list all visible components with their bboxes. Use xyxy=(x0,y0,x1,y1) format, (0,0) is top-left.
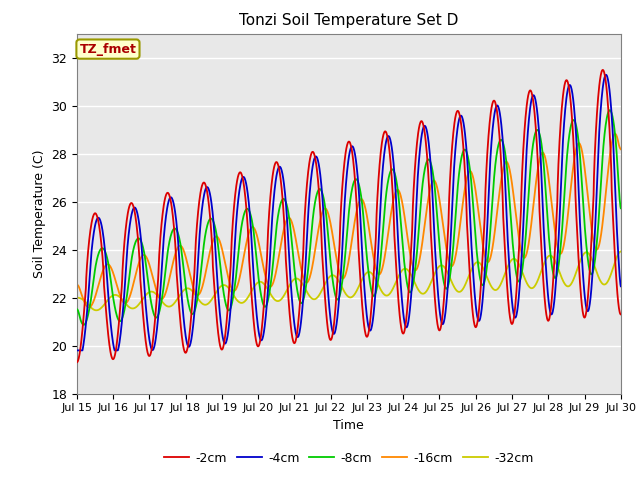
-2cm xyxy=(255,343,262,349)
-2cm xyxy=(504,297,512,303)
-16cm xyxy=(255,241,263,247)
-8cm xyxy=(434,218,442,224)
-8cm xyxy=(255,279,263,285)
-16cm xyxy=(73,282,81,288)
-2cm xyxy=(599,67,607,73)
-32cm xyxy=(505,262,513,268)
-8cm xyxy=(505,183,513,189)
-32cm xyxy=(181,287,189,292)
Title: Tonzi Soil Temperature Set D: Tonzi Soil Temperature Set D xyxy=(239,13,458,28)
-8cm xyxy=(181,277,189,283)
-16cm xyxy=(505,162,513,168)
Legend: -2cm, -4cm, -8cm, -16cm, -32cm: -2cm, -4cm, -8cm, -16cm, -32cm xyxy=(159,447,539,469)
Line: -4cm: -4cm xyxy=(77,75,621,350)
Line: -16cm: -16cm xyxy=(77,134,621,307)
-2cm xyxy=(552,223,560,228)
-32cm xyxy=(255,279,263,285)
Y-axis label: Soil Temperature (C): Soil Temperature (C) xyxy=(33,149,45,278)
-2cm xyxy=(617,312,625,317)
-32cm xyxy=(195,296,202,302)
Text: TZ_fmet: TZ_fmet xyxy=(79,43,136,56)
-4cm xyxy=(180,324,188,330)
Line: -32cm: -32cm xyxy=(77,252,621,310)
-16cm xyxy=(181,251,189,257)
-32cm xyxy=(434,265,442,271)
-32cm xyxy=(73,295,81,300)
-8cm xyxy=(617,205,625,211)
-16cm xyxy=(611,131,619,137)
-4cm xyxy=(255,329,262,335)
-2cm xyxy=(194,213,202,218)
-4cm xyxy=(73,348,81,353)
-32cm xyxy=(617,249,625,254)
-4cm xyxy=(194,263,202,269)
-8cm xyxy=(553,273,561,279)
-4cm xyxy=(552,276,560,282)
-8cm xyxy=(195,291,202,297)
-32cm xyxy=(93,307,100,313)
-16cm xyxy=(553,239,561,245)
-2cm xyxy=(433,319,441,324)
Line: -2cm: -2cm xyxy=(77,70,621,362)
-4cm xyxy=(504,244,512,250)
-16cm xyxy=(617,146,625,152)
-16cm xyxy=(85,304,93,310)
-4cm xyxy=(433,278,441,284)
-32cm xyxy=(553,262,561,267)
-16cm xyxy=(195,292,202,298)
-4cm xyxy=(617,283,625,289)
-8cm xyxy=(606,108,614,113)
Line: -8cm: -8cm xyxy=(77,110,621,325)
-8cm xyxy=(80,322,88,328)
X-axis label: Time: Time xyxy=(333,419,364,432)
-4cm xyxy=(602,72,610,78)
-8cm xyxy=(73,306,81,312)
-2cm xyxy=(73,360,81,365)
-2cm xyxy=(180,348,188,354)
-16cm xyxy=(434,186,442,192)
